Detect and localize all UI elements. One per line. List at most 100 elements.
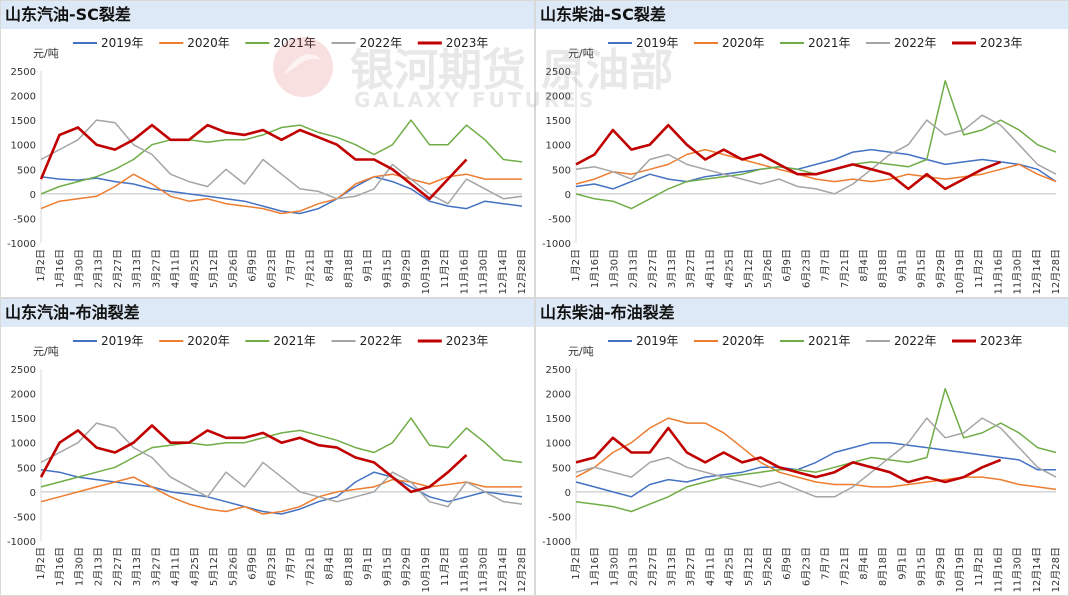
line-chart-gasoline-sc: 元/吨 -1000 -500 0 500 1000 1500 2000 2500 1月2日 1月16… [7, 36, 528, 294]
x-tick-label: 9月15日 [381, 547, 393, 586]
legend-label: 2021年 [808, 36, 851, 50]
x-tick-label: 5月26日 [762, 547, 774, 586]
x-tick-label: 7月21日 [304, 547, 316, 586]
y-tick-label: -500 [13, 512, 36, 523]
x-tick-label: 11月2日 [439, 249, 451, 288]
chart-panel-2: 山东柴油-SC裂差 元/吨 -1000 -500 0 500 1000 1500 2000 25… [535, 0, 1069, 298]
x-tick-label: 6月9日 [781, 249, 793, 282]
x-tick-label: 8月4日 [324, 249, 336, 282]
x-tick-label: 12月14日 [497, 249, 509, 294]
x-tick-label: 11月16日 [458, 547, 470, 592]
x-tick-label: 1月16日 [589, 249, 601, 288]
series-line-2020 [40, 173, 522, 215]
x-tick-label: 11月30日 [478, 249, 490, 294]
y-tick-label: 500 [17, 463, 36, 474]
x-tick-label: 3月13日 [666, 249, 678, 288]
series-line-2023 [575, 426, 1002, 484]
series-line-2022 [575, 417, 1057, 498]
x-tick-label: 11月30日 [1012, 249, 1024, 294]
x-tick-label: 5月12日 [743, 249, 755, 288]
y-axis-unit: 元/吨 [568, 345, 594, 358]
legend-label: 2022年 [360, 36, 403, 50]
x-tick-label: 3月27日 [150, 249, 162, 288]
x-tick-label: 7月7日 [285, 547, 297, 580]
series-line-2019 [575, 148, 1057, 190]
y-tick-label: 0 [565, 488, 571, 499]
x-tick-label: 6月23日 [266, 547, 278, 586]
x-tick-label: 7月21日 [304, 249, 316, 288]
x-tick-label: 10月19日 [954, 249, 966, 294]
x-tick-label: 9月29日 [935, 547, 947, 586]
x-tick-label: 11月16日 [992, 249, 1004, 294]
x-tick-label: 4月11日 [704, 547, 716, 586]
x-tick-label: 10月19日 [954, 547, 966, 592]
x-tick-label: 11月16日 [992, 547, 1004, 592]
x-tick-label: 12月28日 [516, 547, 528, 592]
series-line-2019 [575, 441, 1056, 498]
x-tick-label: 9月1日 [896, 547, 908, 580]
legend-label: 2022年 [894, 36, 937, 50]
x-tick-label: 6月23日 [800, 249, 812, 288]
x-tick-label: 2月13日 [93, 547, 105, 586]
line-chart-gasoline-brent: 元/吨 -1000 -500 0 500 1000 1500 2000 2500 1月2日 1月16… [7, 334, 528, 592]
x-tick-label: 1月2日 [35, 249, 47, 282]
x-tick-label: 11月2日 [973, 249, 985, 288]
line-chart-diesel-brent: 元/吨 -1000 -500 0 500 1000 1500 2000 2500 1月2日 1月16… [542, 334, 1062, 592]
legend-label: 2022年 [360, 334, 403, 348]
series-line-2021 [575, 387, 1057, 513]
series-line-2019 [40, 468, 523, 515]
y-tick-label: 0 [30, 488, 36, 499]
y-tick-label: 1000 [546, 439, 571, 450]
legend-label: 2020年 [187, 36, 230, 50]
x-tick-label: 9月29日 [935, 249, 947, 288]
y-tick-label: 1500 [546, 414, 571, 425]
x-tick-label: 2月13日 [628, 547, 640, 586]
x-tick-label: 3月27日 [685, 547, 697, 586]
x-tick-label: 9月1日 [896, 249, 908, 282]
x-tick-label: 4月11日 [704, 249, 716, 288]
x-tick-label: 8月4日 [858, 249, 870, 282]
series-line-2020 [575, 148, 1057, 185]
legend-label: 2021年 [273, 334, 316, 348]
line-chart-diesel-sc: 元/吨 -1000 -500 0 500 1000 1500 2000 2500 1月2日 1月16… [542, 36, 1062, 294]
chart-panel-3: 山东汽油-布油裂差 元/吨 -1000 -500 0 500 1000 1500 2000 25… [0, 298, 535, 596]
x-tick-label: 1月30日 [73, 249, 85, 288]
x-tick-label: 8月18日 [877, 249, 889, 288]
x-tick-label: 5月26日 [762, 249, 774, 288]
x-tick-label: 1月16日 [589, 547, 601, 586]
y-tick-label: 2000 [546, 390, 571, 401]
x-tick-label: 1月30日 [608, 249, 620, 288]
y-tick-label: -1000 [542, 239, 571, 250]
legend-label: 2023年 [446, 334, 489, 348]
x-tick-label: 12月14日 [1031, 249, 1043, 294]
legend-label: 2019年 [101, 334, 144, 348]
x-tick-label: 2月27日 [647, 249, 659, 288]
y-tick-label: 1000 [11, 439, 36, 450]
series-line-2019 [40, 175, 523, 215]
series-line-2021 [40, 119, 523, 195]
series-line-2022 [40, 422, 523, 508]
chart-panel-4: 山东柴油-布油裂差 元/吨 -1000 -500 0 500 1000 1500 2000 25… [535, 298, 1069, 596]
legend-label: 2019年 [636, 36, 679, 50]
y-tick-label: 2500 [546, 365, 571, 376]
x-tick-label: 2月13日 [93, 249, 105, 288]
series-line-2020 [575, 417, 1057, 491]
x-tick-label: 5月12日 [208, 249, 220, 288]
x-tick-label: 3月27日 [150, 547, 162, 586]
x-tick-label: 7月7日 [285, 249, 297, 282]
x-tick-label: 10月19日 [420, 547, 432, 592]
x-tick-label: 5月26日 [227, 249, 239, 288]
x-tick-label: 5月26日 [227, 547, 239, 586]
x-tick-label: 4月25日 [724, 547, 736, 586]
y-tick-label: 1500 [546, 116, 571, 127]
x-tick-label: 12月14日 [1031, 547, 1043, 592]
y-tick-label: 500 [552, 165, 571, 176]
legend-label: 2020年 [722, 36, 765, 50]
y-axis-unit: 元/吨 [568, 47, 594, 60]
y-tick-label: 1500 [11, 414, 36, 425]
x-tick-label: 12月28日 [1050, 249, 1062, 294]
x-tick-label: 1月2日 [35, 547, 47, 580]
series-line-2022 [40, 119, 523, 205]
x-tick-label: 8月18日 [343, 547, 355, 586]
x-tick-label: 9月29日 [401, 249, 413, 288]
